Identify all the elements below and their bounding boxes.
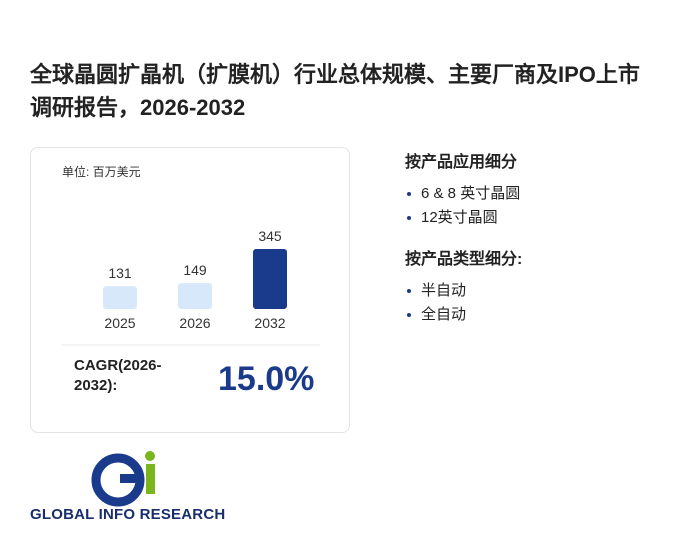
- segment-item: 6 & 8 英寸晶圆: [405, 182, 685, 206]
- segment: 按产品类型细分: 半自动 全自动: [405, 245, 685, 327]
- value-label: 345: [258, 228, 282, 244]
- summary-card: [30, 147, 350, 433]
- segment-title: 按产品类型细分:: [405, 251, 523, 268]
- bar: [103, 286, 137, 309]
- unit-label: 单位: 百万美元: [62, 164, 141, 179]
- cagr-label-box: CAGR(2026-2032):: [74, 357, 162, 394]
- segment-item: 12英寸晶圆: [405, 206, 685, 230]
- value-label: 131: [108, 265, 132, 281]
- segment-item: 半自动: [405, 279, 685, 303]
- x-tick-label: 2032: [254, 315, 285, 331]
- cagr-label: CAGR(2026-2032):: [74, 357, 162, 394]
- x-tick-label: 2025: [104, 315, 135, 331]
- value-label: 149: [183, 262, 207, 278]
- segment-title: 按产品应用细分: [405, 154, 518, 171]
- x-tick-label: 2026: [179, 315, 210, 331]
- cagr-value: 15.0%: [218, 360, 314, 398]
- logo-text: GLOBAL INFO RESEARCH: [30, 506, 226, 523]
- segment: 按产品应用细分 6 & 8 英寸晶圆 12英寸晶圆: [405, 148, 685, 230]
- segment-list: 半自动 全自动: [405, 279, 685, 327]
- report-title: 全球晶圆扩晶机（扩膜机）行业总体规模、主要厂商及IPO上市调研报告，2026-2…: [30, 62, 640, 120]
- segment-list: 6 & 8 英寸晶圆 12英寸晶圆: [405, 182, 685, 230]
- bar: [253, 249, 287, 309]
- logo-mark: [91, 451, 155, 507]
- segment-item: 全自动: [405, 303, 685, 327]
- bar: [178, 283, 212, 309]
